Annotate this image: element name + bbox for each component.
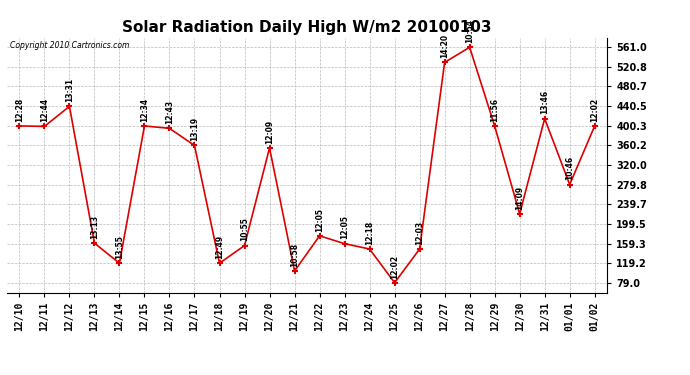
Text: 10:55: 10:55 bbox=[240, 217, 249, 242]
Title: Solar Radiation Daily High W/m2 20100103: Solar Radiation Daily High W/m2 20100103 bbox=[122, 20, 492, 35]
Text: 12:28: 12:28 bbox=[15, 98, 24, 122]
Text: 12:49: 12:49 bbox=[215, 235, 224, 259]
Text: 10:46: 10:46 bbox=[565, 156, 574, 180]
Text: Copyright 2010 Cartronics.com: Copyright 2010 Cartronics.com bbox=[10, 41, 129, 50]
Text: 12:43: 12:43 bbox=[165, 100, 174, 124]
Text: 11:56: 11:56 bbox=[490, 98, 499, 122]
Text: 12:05: 12:05 bbox=[315, 208, 324, 232]
Text: 12:44: 12:44 bbox=[40, 98, 49, 122]
Text: 12:09: 12:09 bbox=[265, 120, 274, 144]
Text: 12:03: 12:03 bbox=[415, 221, 424, 245]
Text: 10:58: 10:58 bbox=[290, 243, 299, 267]
Text: 12:05: 12:05 bbox=[340, 216, 349, 240]
Text: 12:34: 12:34 bbox=[140, 98, 149, 122]
Text: 13:31: 13:31 bbox=[65, 78, 74, 102]
Text: 13:19: 13:19 bbox=[190, 117, 199, 141]
Text: 12:18: 12:18 bbox=[365, 220, 374, 245]
Text: 13:46: 13:46 bbox=[540, 90, 549, 114]
Text: 14:20: 14:20 bbox=[440, 34, 449, 58]
Text: 10:54: 10:54 bbox=[465, 19, 474, 43]
Text: 12:02: 12:02 bbox=[590, 98, 599, 122]
Text: 14:09: 14:09 bbox=[515, 186, 524, 210]
Text: 13:55: 13:55 bbox=[115, 235, 124, 259]
Text: 12:02: 12:02 bbox=[390, 255, 399, 279]
Text: 13:13: 13:13 bbox=[90, 215, 99, 239]
